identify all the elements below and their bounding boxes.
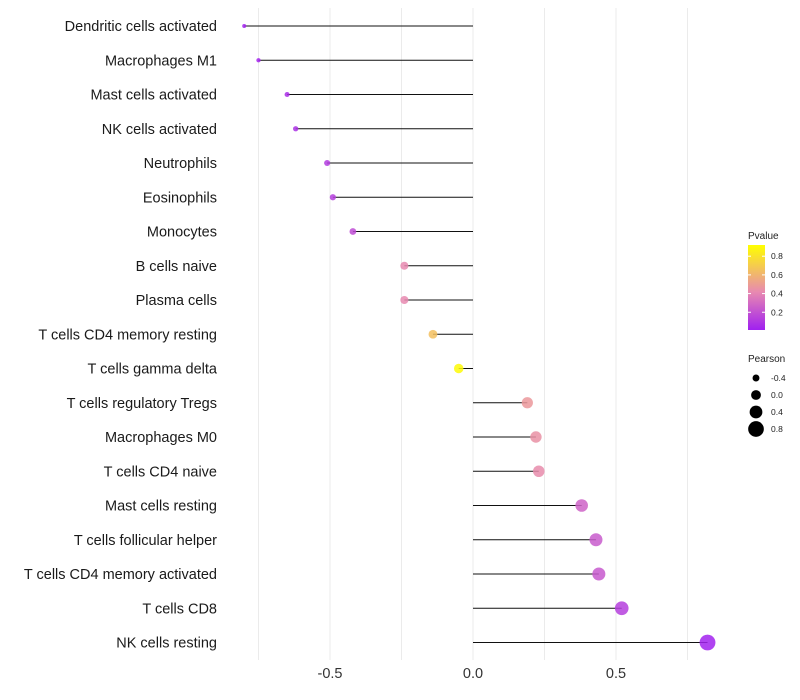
category-label: T cells follicular helper — [74, 533, 217, 549]
category-label: Monocytes — [147, 225, 217, 241]
category-label: T cells CD8 — [142, 601, 217, 617]
lollipop-stems — [244, 25, 708, 643]
lollipop-dot — [329, 194, 336, 201]
pvalue-tick-label: 0.4 — [771, 289, 783, 299]
category-label: Macrophages M0 — [105, 430, 217, 446]
pearson-legend-items: -0.4 0.0 0.4 0.8 — [748, 373, 786, 437]
category-label: NK cells activated — [102, 122, 217, 138]
category-label: Macrophages M1 — [105, 53, 217, 69]
category-labels: Dendritic cells activated Macrophages M1 M… — [24, 19, 218, 652]
category-label: T cells regulatory Tregs — [67, 396, 217, 412]
category-label: B cells naive — [136, 259, 217, 275]
category-label: Mast cells resting — [105, 499, 217, 515]
category-label: Plasma cells — [136, 293, 217, 309]
x-axis-tick-labels: -0.5 0.0 0.5 — [318, 666, 627, 682]
pvalue-legend: Pvalue 0.8 0.6 0.4 0.2 — [748, 231, 783, 330]
pearson-size-dot — [748, 421, 764, 437]
lollipop-dot — [575, 499, 588, 512]
pvalue-legend-title: Pvalue — [748, 231, 779, 242]
pearson-legend-title: Pearson — [748, 354, 785, 365]
lollipop-dot — [400, 261, 409, 270]
lollipop-dots — [242, 24, 716, 651]
category-label: Neutrophils — [144, 156, 217, 172]
pvalue-tick-label: 0.8 — [771, 251, 783, 261]
pearson-size-dot — [751, 390, 761, 400]
lollipop-dot — [453, 363, 464, 374]
lollipop-dot — [614, 601, 629, 616]
lollipop-dot — [293, 126, 299, 132]
pvalue-tick-label: 0.2 — [771, 307, 783, 317]
pvalue-legend-ticks: 0.8 0.6 0.4 0.2 — [748, 251, 783, 317]
x-tick-label: -0.5 — [318, 666, 343, 682]
category-label: T cells CD4 naive — [104, 464, 217, 480]
lollipop-dot — [242, 24, 247, 28]
lollipop-dot — [349, 228, 357, 235]
pearson-size-dot — [749, 405, 763, 419]
pearson-size-label: 0.0 — [771, 390, 783, 400]
lollipop-dot — [284, 91, 290, 98]
x-tick-label: 0.5 — [606, 666, 626, 682]
pvalue-tick-label: 0.6 — [771, 270, 783, 280]
pearson-size-dot — [752, 374, 760, 382]
x-tick-label: 0.0 — [463, 666, 483, 682]
lollipop-dot — [699, 634, 716, 651]
category-label: T cells gamma delta — [88, 362, 218, 378]
lollipop-dot — [428, 329, 438, 339]
category-label: T cells CD4 memory resting — [38, 327, 217, 343]
lollipop-dot — [324, 159, 331, 167]
pvalue-colorbar — [748, 245, 765, 330]
pearson-legend: Pearson -0.4 0.0 0.4 0.8 — [748, 354, 786, 437]
lollipop-dot — [400, 295, 409, 305]
grid-lines — [258, 8, 688, 660]
lollipop-dot — [256, 58, 261, 63]
lollipop-dot — [521, 397, 533, 409]
category-label: Dendritic cells activated — [65, 19, 217, 35]
pearson-size-label: 0.4 — [771, 407, 783, 417]
lollipop-dot — [533, 465, 545, 478]
category-label: NK cells resting — [116, 636, 217, 652]
pearson-size-label: 0.8 — [771, 424, 783, 434]
category-label: Mast cells activated — [90, 88, 217, 104]
lollipop-dot — [592, 567, 606, 581]
lollipop-dot — [530, 431, 542, 443]
category-label: T cells CD4 memory activated — [24, 567, 217, 583]
pearson-size-label: -0.4 — [771, 373, 786, 383]
lollipop-dot — [589, 533, 603, 547]
category-label: Eosinophils — [143, 190, 217, 206]
